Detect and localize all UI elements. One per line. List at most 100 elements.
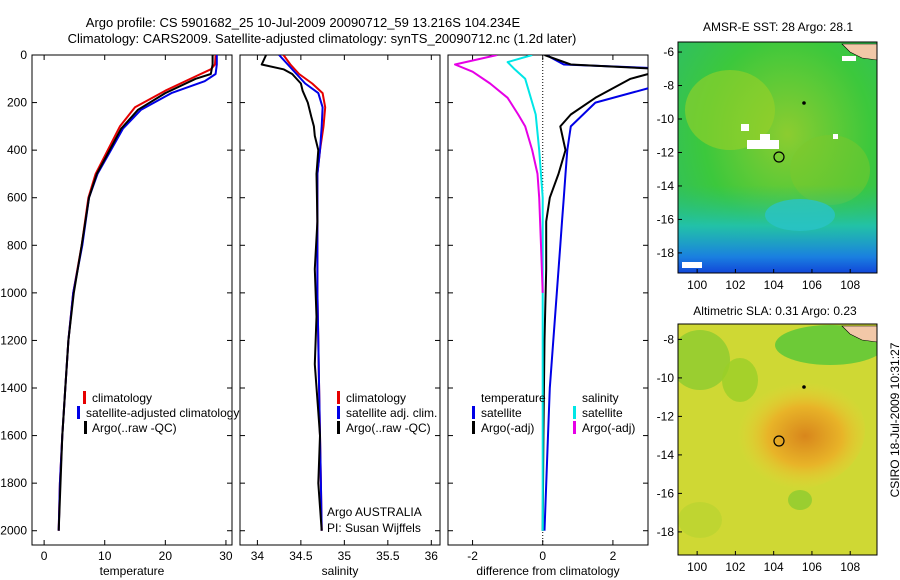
- sst-map-title: AMSR-E SST: 28 Argo: 28.1: [703, 20, 853, 34]
- missing-data: [741, 124, 749, 131]
- series-line-argo-adj-: [454, 55, 544, 293]
- x-tick-label: 0: [539, 549, 546, 563]
- map-y-tick-label: -10: [657, 371, 675, 385]
- legend-label: Argo(..raw -QC): [346, 421, 431, 435]
- missing-data: [760, 134, 770, 142]
- x-axis-label: temperature: [100, 564, 165, 578]
- map-x-tick-label: 100: [687, 560, 707, 574]
- missing-data: [682, 262, 702, 268]
- legend-label: climatology: [346, 391, 406, 405]
- map-y-tick-label: -8: [663, 79, 674, 93]
- map-x-tick-label: 108: [840, 560, 860, 574]
- missing-data: [842, 56, 856, 61]
- series-line-argo-raw-qc-: [260, 55, 323, 531]
- series-line-satellite: [543, 55, 648, 531]
- salinity-legend: climatology satellite adj. clim. Argo(..…: [327, 391, 437, 535]
- sla-map-ticks: 100 102 104 106 108 -8 -10 -12 -14 -16 -18: [657, 332, 861, 574]
- map-x-tick-label: 106: [802, 560, 822, 574]
- legend-swatch-satellite-adjusted: [77, 406, 80, 419]
- x-tick-label: 30: [219, 549, 233, 563]
- legend-label: climatology: [92, 391, 152, 405]
- legend-swatch-climatology: [83, 391, 86, 404]
- temperature-panel: 0 10 20 30 temperature 0 200 400 600 800 1000 1200 1…: [0, 48, 233, 578]
- float-annotation-line1: Argo AUSTRALIA: [327, 505, 422, 519]
- difference-legend: temperature satellite Argo(-adj) salinit…: [472, 391, 635, 435]
- map-y-tick-label: -12: [657, 409, 675, 423]
- legend-swatch-satellite: [337, 406, 340, 419]
- map-x-tick-label: 104: [764, 278, 784, 292]
- x-tick-label: 2: [610, 549, 617, 563]
- map-y-tick-label: -18: [657, 246, 675, 260]
- map-x-tick-label: 102: [725, 560, 745, 574]
- map-y-tick-label: -16: [657, 212, 675, 226]
- x-axis-label: salinity: [322, 564, 359, 578]
- y-tick-label: 1600: [0, 429, 27, 443]
- legend-heading-salinity: salinity: [582, 391, 619, 405]
- sst-map-ticks: 100 102 104 106 108 -6 -8 -10 -12 -14 -16 -18: [657, 45, 861, 292]
- legend-swatch-climatology: [337, 391, 340, 404]
- sla-low-patch: [788, 490, 812, 510]
- map-x-tick-label: 100: [687, 278, 707, 292]
- sla-low-patch: [678, 502, 722, 538]
- x-tick-label: 35.5: [376, 549, 400, 563]
- y-tick-label: 1200: [0, 333, 27, 347]
- x-tick-label: 10: [98, 549, 112, 563]
- island-marker: [802, 385, 806, 389]
- series-line-satellite-adjusted-climatology: [57, 55, 218, 531]
- y-tick-label: 1000: [0, 286, 27, 300]
- map-y-tick-label: -16: [657, 486, 675, 500]
- plot-frame: [31, 54, 233, 546]
- map-x-tick-label: 104: [764, 560, 784, 574]
- x-tick-label: 35: [338, 549, 352, 563]
- island-marker: [802, 101, 806, 105]
- series-line-satellite: [506, 55, 544, 531]
- sla-map-title: Altimetric SLA: 0.31 Argo: 0.23: [693, 304, 857, 318]
- map-y-tick-label: -8: [663, 332, 674, 346]
- series-group: [454, 55, 648, 531]
- legend-label: satellite-adjusted climatology: [86, 406, 239, 420]
- series-group: [260, 55, 327, 531]
- salinity-panel: 34 34.5 35 35.5 36 salinity: [239, 54, 441, 578]
- legend-swatch-temp-satellite: [472, 406, 475, 419]
- y-tick-label: 0: [20, 48, 27, 62]
- y-tick-label: 200: [7, 96, 27, 110]
- map-y-tick-label: -18: [657, 525, 675, 539]
- series-group: [57, 55, 218, 531]
- legend-heading-temperature: temperature: [481, 391, 546, 405]
- legend-label: Argo(-adj): [582, 421, 635, 435]
- x-tick-label: 34: [251, 549, 265, 563]
- map-x-tick-label: 106: [802, 278, 822, 292]
- y-tick-label: 400: [7, 143, 27, 157]
- sla-map-frame: [677, 323, 878, 556]
- plot-frame: [239, 54, 441, 546]
- sst-cool-patch: [765, 199, 835, 231]
- plot-frame: [447, 54, 649, 546]
- series-line-argo-raw-qc-: [57, 55, 214, 531]
- y-tick-label: 800: [7, 238, 27, 252]
- y-tick-label: 1400: [0, 381, 27, 395]
- land-mass: [841, 43, 877, 61]
- map-y-tick-label: -14: [657, 179, 675, 193]
- map-y-tick-label: -14: [657, 448, 675, 462]
- y-tick-label: 1800: [0, 476, 27, 490]
- sst-map: AMSR-E SST: 28 Argo: 28.1 100 102 104 106 10…: [657, 20, 878, 292]
- legend-swatch-sal-argo: [573, 421, 576, 434]
- float-annotation-line2: PI: Susan Wijffels: [327, 521, 421, 535]
- figure-title-line1: Argo profile: CS 5901682_25 10-Jul-2009 …: [86, 15, 521, 30]
- x-tick-label: 20: [159, 549, 173, 563]
- argo-position-marker: [773, 151, 785, 163]
- x-axis-label: difference from climatology: [476, 564, 619, 578]
- land-mass: [841, 325, 877, 343]
- sla-high-patch: [715, 370, 865, 490]
- figure-title-line2: Climatology: CARS2009. Satellite-adjuste…: [68, 31, 577, 46]
- map-y-tick-label: -6: [663, 45, 674, 59]
- x-tick-label: 34.5: [289, 549, 313, 563]
- series-line-argo-adj-: [541, 55, 648, 531]
- legend-swatch-argo: [337, 421, 340, 434]
- missing-data: [833, 134, 838, 139]
- sst-cool-band: [678, 185, 877, 273]
- missing-data: [747, 140, 779, 149]
- side-timestamp: CSIRO 18-Jul-2009 10:31:27: [888, 342, 900, 497]
- argo-position-marker: [773, 435, 785, 447]
